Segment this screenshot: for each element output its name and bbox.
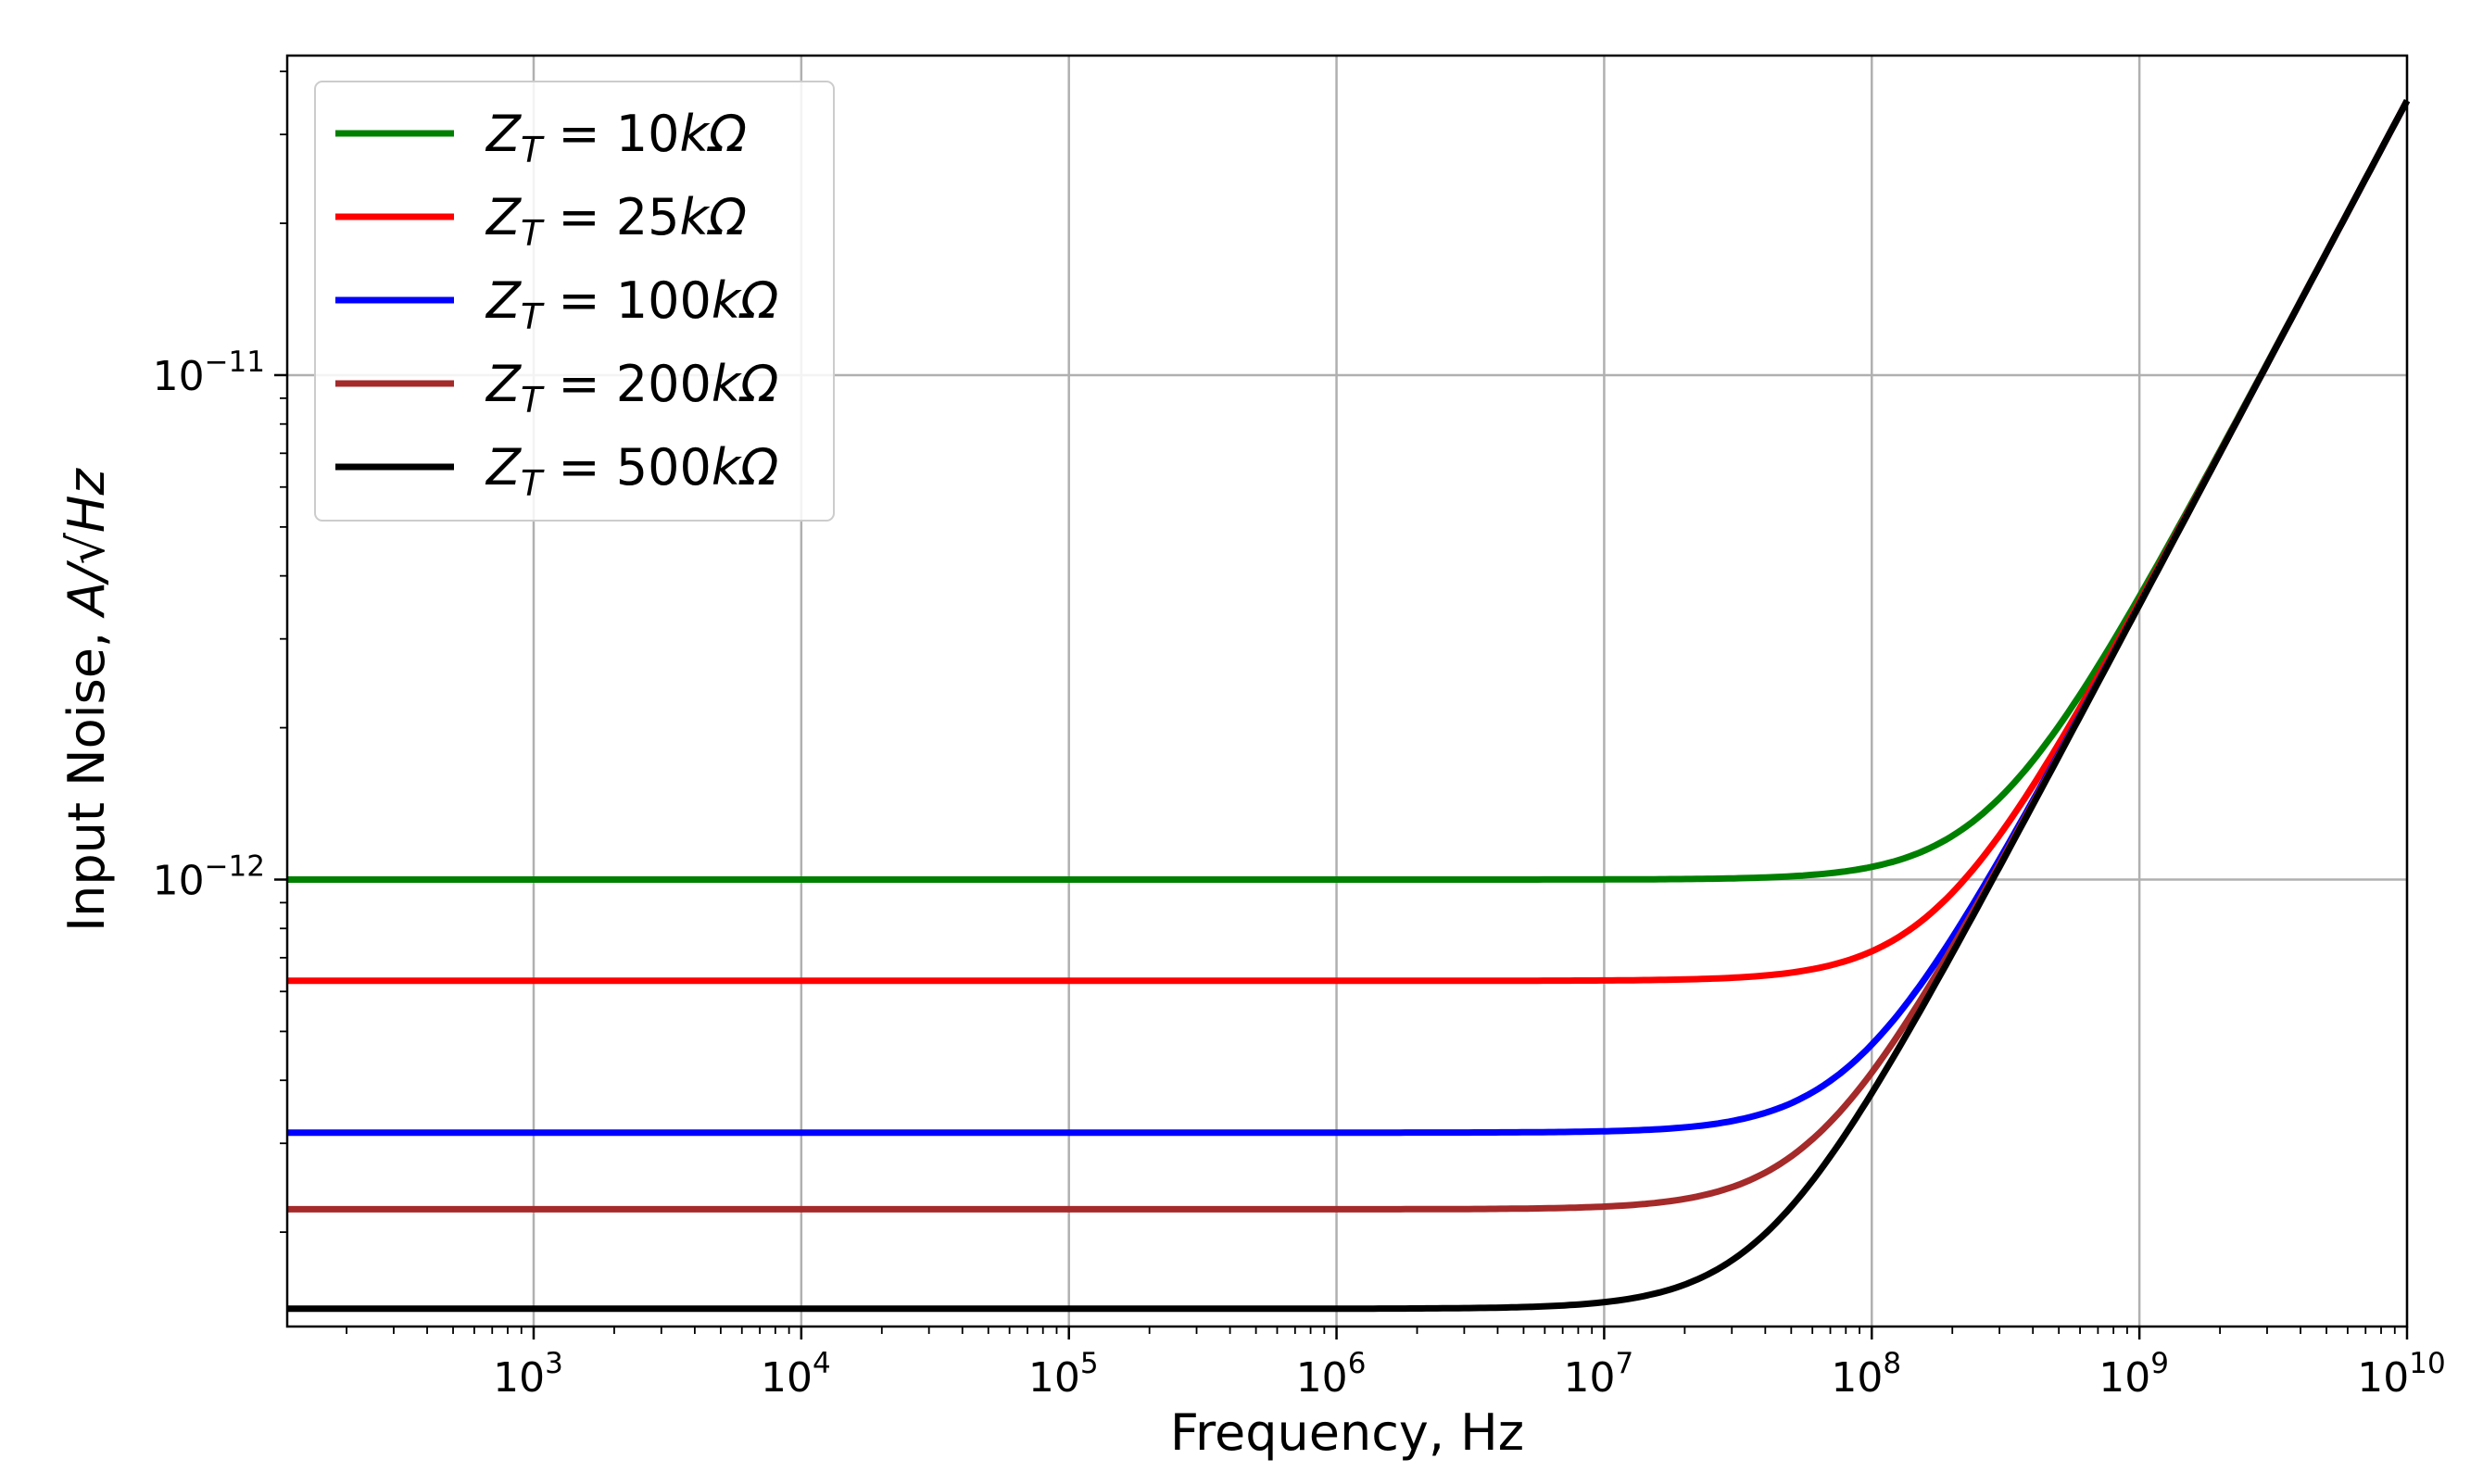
series-line-1 [287,98,2411,883]
plot-frame [285,54,2409,1328]
axis-ticks: 103 104 105 106 107 108 109 1010 10−12 10−11 [153,346,2446,1402]
x-tick-label: 106 [1296,1347,1367,1402]
x-tick-label: 108 [1831,1347,1901,1402]
x-tick-label: 104 [761,1347,831,1402]
legend-label-5: ZT = 500kΩ [485,438,778,504]
legend-label-1: ZT = 10kΩ [485,105,747,170]
legend-label-4: ZT = 200kΩ [485,355,778,421]
series-line-2 [287,98,2411,985]
legend-label-2: ZT = 25kΩ [485,188,747,254]
y-tick-label: 10−11 [153,346,265,400]
x-tick-label: 107 [1564,1347,1634,1402]
series-line-5 [287,99,2411,1313]
legend-label-3: ZT = 100kΩ [485,271,778,337]
x-axis-title: Frequency, Hz [1170,1403,1524,1462]
y-axis-title-prefix: Input Noise, [57,616,116,932]
x-tick-label: 103 [493,1347,563,1402]
x-tick-label: 1010 [2357,1347,2445,1402]
x-tick-label: 109 [2099,1347,2169,1402]
y-axis-title: Input Noise, A/√Hz [57,468,116,932]
legend: ZT = 10kΩ ZT = 25kΩ ZT = 100kΩ ZT = 200kΩ ZT… [314,81,835,522]
y-tick-label: 10−12 [153,850,265,905]
minor-ticks [280,70,2396,1334]
y-axis-title-unit: A/√Hz [57,468,116,619]
x-tick-label: 105 [1028,1347,1099,1402]
legend-box [314,81,835,522]
series-lines [287,98,2411,1313]
